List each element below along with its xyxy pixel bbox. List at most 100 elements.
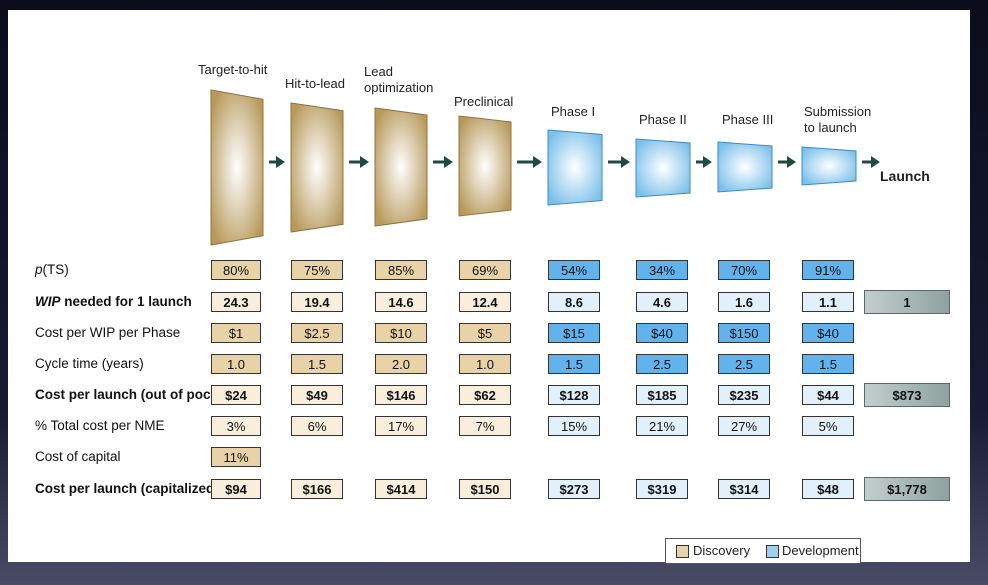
legend-discovery-label: Discovery [693,543,751,558]
table-cell: $1 [211,323,261,343]
row-label: Cycle time (years) [35,356,144,371]
table-cell: $40 [802,323,854,343]
launch-label: Launch [880,168,930,184]
launch-cell: $873 [864,383,950,407]
arrow-icon [269,156,285,168]
stage-label-6: Phase II [639,112,687,127]
table-cell: 27% [718,416,770,436]
table-cell: 2.5 [718,354,770,374]
stage-shape-1 [210,89,264,246]
table-cell: $414 [375,479,427,499]
table-cell: $128 [548,385,600,405]
row-label: Cost per launch (out of pocket) [35,387,235,402]
row-label: % Total cost per NME [35,418,165,433]
table-cell: $40 [636,323,688,343]
table-cell: $185 [636,385,688,405]
stage-shape-5 [547,129,603,206]
stage-label-1: Target-to-hit [198,62,268,77]
table-cell: 11% [211,447,261,467]
table-cell: 1.5 [548,354,600,374]
table-cell: 1.6 [718,292,770,312]
table-cell: 3% [211,416,261,436]
table-cell: 2.5 [636,354,688,374]
table-cell: 17% [375,416,427,436]
table-cell: $5 [459,323,511,343]
pipeline-flow [210,89,880,246]
table-cell: $273 [548,479,600,499]
row-label: WIP needed for 1 launch [35,294,192,309]
table-cell: 14.6 [375,292,427,312]
table-cell: $2.5 [291,323,343,343]
table-cell: 21% [636,416,688,436]
arrow-icon [517,156,542,168]
table-cell: 12.4 [459,292,511,312]
table-cell: 24.3 [211,292,261,312]
stage-shape-3 [374,107,428,227]
table-cell: $319 [636,479,688,499]
table-cell: $15 [548,323,600,343]
table-cell: 2.0 [375,354,427,374]
table-cell: $62 [459,385,511,405]
table-cell: 75% [291,260,343,280]
development-swatch [766,545,779,558]
table-cell: $150 [459,479,511,499]
arrow-icon [349,156,369,168]
table-cell: $49 [291,385,343,405]
table-cell: 70% [718,260,770,280]
arrow-icon [608,156,630,168]
table-cell: $48 [802,479,854,499]
arrow-icon [862,156,880,168]
table-cell: 1.5 [802,354,854,374]
row-label: Cost per WIP per Phase [35,325,181,340]
launch-cell: $1,778 [864,477,950,501]
arrow-icon [778,156,796,168]
stage-label-8: Submission to launch [804,104,872,135]
table-cell: 54% [548,260,600,280]
table-cell: 8.6 [548,292,600,312]
table-cell: 7% [459,416,511,436]
table-cell: $166 [291,479,343,499]
stage-label-4: Preclinical [454,94,514,109]
table-cell: 15% [548,416,600,436]
row-label: Cost of capital [35,449,121,464]
row-label: p(TS) [35,262,69,277]
table-cell: $146 [375,385,427,405]
stage-shape-6 [635,138,691,198]
stage-label-2: Hit-to-lead [285,76,345,91]
stage-shape-7 [717,141,773,193]
table-cell: $44 [802,385,854,405]
arrow-icon [433,156,453,168]
stage-shape-2 [290,102,344,233]
table-cell: 19.4 [291,292,343,312]
table-cell: 1.0 [211,354,261,374]
launch-cell: 1 [864,290,950,314]
table-cell: 5% [802,416,854,436]
table-cell: $24 [211,385,261,405]
arrow-icon [696,156,712,168]
legend-development-label: Development [782,543,859,558]
discovery-swatch [676,545,689,558]
table-cell: $314 [718,479,770,499]
table-cell: 6% [291,416,343,436]
table-cell: 1.5 [291,354,343,374]
table-cell: $235 [718,385,770,405]
stage-shape-4 [458,115,512,217]
table-cell: 80% [211,260,261,280]
table-cell: $94 [211,479,261,499]
table-cell: 69% [459,260,511,280]
stage-label-7: Phase III [722,112,774,127]
table-cell: 34% [636,260,688,280]
table-cell: 1.0 [459,354,511,374]
table-cell: 1.1 [802,292,854,312]
stage-shape-8 [801,146,857,186]
stage-label-3: Lead optimization [364,64,434,95]
stage-label-5: Phase I [551,104,596,119]
table-cell: 85% [375,260,427,280]
legend: Discovery Development [665,538,861,564]
table-cell: 91% [802,260,854,280]
table-cell: 4.6 [636,292,688,312]
diagram-panel: Target-to-hit Hit-to-lead Lead optimizatio… [8,10,970,564]
row-label: Cost per launch (capitalized) [35,481,219,496]
table-cell: $10 [375,323,427,343]
